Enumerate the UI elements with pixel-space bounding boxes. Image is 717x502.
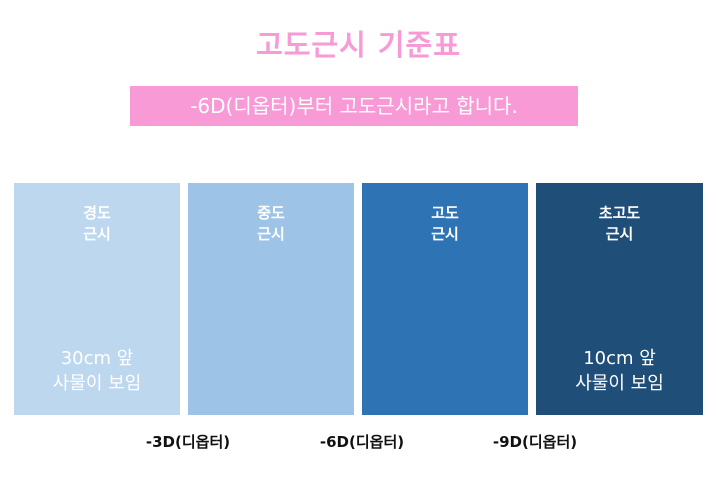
category-description-line: 30cm 앞: [60, 348, 134, 369]
category-description-line: 10cm 앞: [583, 348, 656, 369]
category-label-line: 경도: [83, 204, 111, 222]
category-label-line: 근시: [257, 225, 285, 243]
category-label-line: 근시: [83, 225, 111, 243]
category-label-line: 중도: [257, 204, 285, 222]
info-banner: -6D(디옵터)부터 고도근시라고 합니다.: [130, 86, 578, 126]
category-description-line: 사물이 보임: [575, 373, 664, 394]
category-label-line: 근시: [431, 225, 459, 243]
category-label: 중도 근시: [188, 203, 354, 245]
category-mild-myopia: 경도 근시 30cm 앞 사물이 보임: [14, 183, 180, 415]
category-label: 초고도 근시: [536, 203, 703, 245]
category-high-myopia: 고도 근시: [362, 183, 528, 415]
category-moderate-myopia: 중도 근시: [188, 183, 354, 415]
category-label-line: 초고도: [598, 204, 641, 222]
threshold-label: -3D(디옵터): [145, 433, 231, 451]
category-label-line: 근시: [605, 225, 634, 243]
category-description-line: 사물이 보임: [52, 373, 142, 394]
category-description: 30cm 앞 사물이 보임: [14, 346, 180, 396]
category-extreme-myopia: 초고도 근시 10cm 앞 사물이 보임: [536, 183, 703, 415]
category-label: 고도 근시: [362, 203, 528, 245]
category-label-line: 고도: [431, 204, 459, 222]
threshold-label: -9D(디옵터): [492, 433, 578, 451]
threshold-label: -6D(디옵터): [319, 433, 405, 451]
category-description: 10cm 앞 사물이 보임: [536, 346, 703, 396]
category-label: 경도 근시: [14, 203, 180, 245]
page-title: 고도근시 기준표: [256, 28, 461, 62]
